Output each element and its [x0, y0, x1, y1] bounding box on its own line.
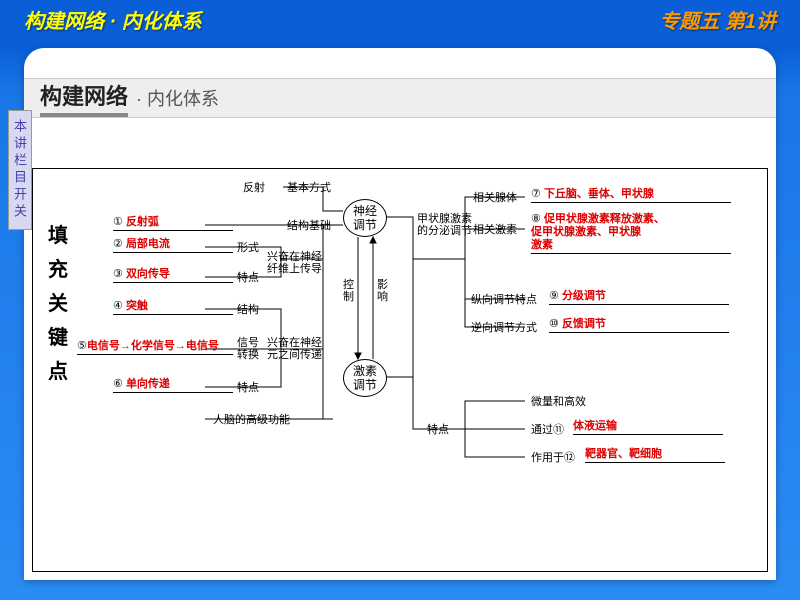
lbl-act: 作用于⑫: [531, 449, 575, 465]
lbl-basic: 基本方式: [287, 179, 331, 195]
item-10: ⑩ 反馈调节: [549, 315, 729, 333]
item-5: ⑤电信号→化学信号→电信号: [77, 337, 233, 355]
lbl-feat1: 特点: [237, 269, 259, 285]
item-9: ⑨ 分级调节: [549, 287, 729, 305]
lbl-control: 控制: [343, 279, 354, 303]
lbl-reverse: 逆向调节方式: [471, 319, 537, 335]
item-2: ② 局部电流: [113, 235, 233, 253]
lbl-char: 特点: [427, 421, 449, 437]
header-right: 专题五 第1讲: [659, 5, 776, 34]
header-left: 构建网络 · 内化体系: [24, 5, 202, 34]
lbl-hormonerel: 相关激素: [473, 221, 517, 237]
header: 构建网络 · 内化体系 专题五 第1讲: [0, 0, 800, 38]
title-sub: · 内化体系: [136, 85, 219, 111]
lbl-signal: 信号转换: [237, 337, 259, 361]
item-4: ④ 突触: [113, 297, 233, 315]
lbl-via: 通过⑪: [531, 421, 564, 437]
item-6: ⑥ 单向传递: [113, 375, 233, 393]
lbl-brain: 人脑的高级功能: [213, 411, 290, 427]
lbl-structbase: 结构基础: [287, 217, 331, 233]
item-8: ⑧ 促甲状腺激素释放激素、促甲状腺激素、甲状腺激素: [531, 213, 731, 254]
item-11: 体液运输: [573, 417, 723, 435]
lbl-neuron: 兴奋在神经元之间传递: [267, 337, 322, 361]
lbl-affect: 影响: [377, 279, 388, 303]
title-main: 构建网络: [40, 79, 128, 117]
content-panel: 构建网络 · 内化体系 本讲栏目开关 填充关键点 神经调节 激素调节: [24, 48, 776, 580]
item-1: ① 反射弧: [113, 213, 233, 231]
sidebar-tab[interactable]: 本讲栏目开关: [8, 110, 32, 230]
diagram-area: 填充关键点 神经调节 激素调节: [32, 168, 768, 572]
item-12: 靶器官、靶细胞: [585, 445, 725, 463]
lbl-thyroid: 甲状腺激素的分泌调节: [417, 213, 472, 237]
item-3: ③ 双向传导: [113, 265, 233, 283]
lbl-feat2: 特点: [237, 379, 259, 395]
lbl-vert: 纵向调节特点: [471, 291, 537, 307]
title-bar: 构建网络 · 内化体系: [24, 78, 776, 118]
lbl-micro: 微量和高效: [531, 393, 586, 409]
item-7: ⑦ 下丘脑、垂体、甲状腺: [531, 185, 731, 203]
lbl-reflex: 反射: [243, 179, 265, 195]
lbl-struct: 结构: [237, 301, 259, 317]
lbl-form: 形式: [237, 239, 259, 255]
lbl-nervefiber: 兴奋在神经纤维上传导: [267, 251, 322, 275]
lbl-gland: 相关腺体: [473, 189, 517, 205]
